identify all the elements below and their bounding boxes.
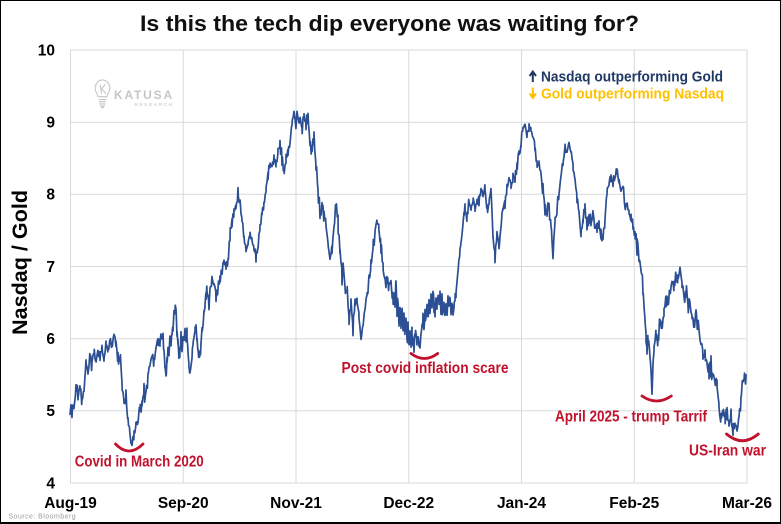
- svg-text:8: 8: [46, 187, 55, 204]
- svg-text:Nasdaq outperforming Gold: Nasdaq outperforming Gold: [541, 69, 723, 86]
- svg-text:5: 5: [46, 403, 55, 420]
- svg-text:Is this the tech dip everyone: Is this the tech dip everyone was waitin…: [140, 11, 639, 36]
- svg-text:April 2025 - trump Tarrif: April 2025 - trump Tarrif: [555, 408, 708, 425]
- svg-text:US-Iran war: US-Iran war: [689, 442, 766, 459]
- svg-text:RESEARCH: RESEARCH: [135, 102, 174, 108]
- svg-text:Nasdaq / Gold: Nasdaq / Gold: [9, 190, 32, 335]
- svg-text:Covid in March 2020: Covid in March 2020: [75, 454, 204, 471]
- svg-text:Dec-22: Dec-22: [383, 495, 434, 512]
- svg-text:Mar-26: Mar-26: [722, 495, 772, 512]
- svg-text:Aug-19: Aug-19: [44, 495, 97, 512]
- svg-text:Jan-24: Jan-24: [497, 495, 546, 512]
- svg-text:10: 10: [38, 42, 55, 59]
- svg-text:6: 6: [46, 331, 55, 348]
- svg-text:4: 4: [46, 475, 55, 492]
- svg-text:9: 9: [46, 115, 55, 132]
- svg-text:Gold outperforming Nasdaq: Gold outperforming Nasdaq: [541, 86, 724, 103]
- svg-text:Feb-25: Feb-25: [609, 495, 659, 512]
- svg-text:Post covid inflation scare: Post covid inflation scare: [342, 360, 509, 377]
- svg-text:7: 7: [46, 259, 55, 276]
- svg-text:Source: Bloomberg: Source: Bloomberg: [9, 514, 77, 521]
- svg-text:Nov-21: Nov-21: [270, 495, 322, 512]
- svg-text:Sep-20: Sep-20: [158, 495, 209, 512]
- svg-text:KATUSA: KATUSA: [114, 88, 174, 102]
